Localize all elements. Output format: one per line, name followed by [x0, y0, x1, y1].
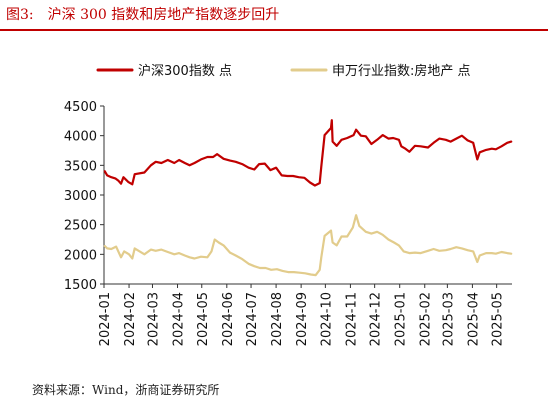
y-tick-label: 4500 [64, 100, 97, 115]
x-tick-label: 2025-04 [466, 292, 481, 346]
x-tick-label: 2025-05 [491, 292, 506, 346]
x-tick-label: 2024-04 [172, 292, 187, 346]
chart-axes: 1500 2000 2500 3000 3500 4000 4500 2024-01 2024-… [64, 100, 512, 346]
y-tick-label: 1500 [64, 278, 97, 293]
x-tick-label: 2025-02 [419, 292, 434, 346]
y-tick-label: 2000 [64, 248, 97, 263]
source-note: 资料来源：Wind，浙商证券研究所 [32, 383, 220, 397]
series-line-1 [103, 119, 513, 187]
x-tick-label: 2025-01 [394, 292, 409, 346]
legend-label-1: 沪深300指数 点 [138, 63, 232, 79]
x-tick-label: 2024-01 [98, 292, 113, 346]
chart-series [103, 119, 513, 277]
x-tick-label: 2024-03 [146, 292, 161, 346]
figure-number: 图3: [6, 7, 34, 23]
figure-title-text: 沪深 300 指数和房地产指数逐步回升 [47, 7, 280, 23]
x-tick-label: 2024-07 [245, 292, 260, 346]
x-tick-label: 2024-02 [123, 292, 138, 346]
x-tick-label: 2024-11 [344, 292, 359, 346]
y-tick-label: 4000 [64, 130, 97, 145]
y-tick-label: 2500 [64, 219, 97, 234]
x-tick-label: 2024-05 [196, 292, 211, 346]
series-line-2 [103, 214, 513, 277]
title-divider [0, 29, 548, 31]
legend-label-2: 申万行业指数:房地产 点 [332, 63, 471, 79]
x-tick-label: 2024-08 [270, 292, 285, 346]
y-tick-label: 3500 [64, 159, 97, 174]
x-tick-label: 2024-10 [319, 292, 334, 346]
y-tick-label: 3000 [64, 189, 97, 204]
x-tick-label: 2024-09 [295, 292, 310, 346]
chart-legend: 沪深300指数 点 申万行业指数:房地产 点 [96, 63, 471, 79]
figure-title: 图3: 沪深 300 指数和房地产指数逐步回升 [6, 4, 279, 24]
x-tick-label: 2025-03 [441, 292, 456, 346]
x-tick-label: 2024-12 [369, 292, 384, 346]
x-tick-label: 2024-06 [221, 292, 236, 346]
